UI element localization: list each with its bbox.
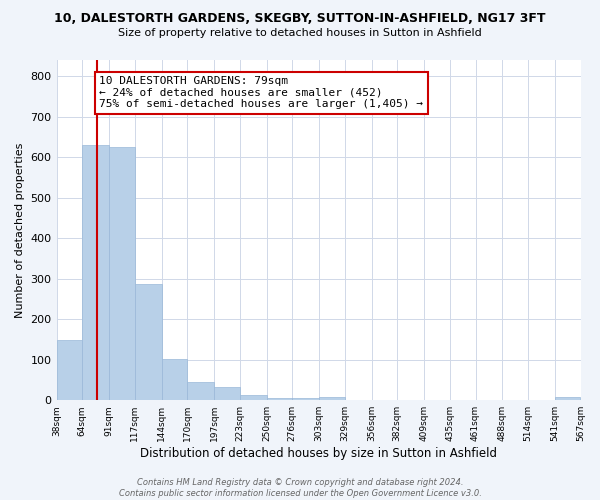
Text: Contains HM Land Registry data © Crown copyright and database right 2024.
Contai: Contains HM Land Registry data © Crown c… xyxy=(119,478,481,498)
Bar xyxy=(214,387,240,400)
Text: 10, DALESTORTH GARDENS, SKEGBY, SUTTON-IN-ASHFIELD, NG17 3FT: 10, DALESTORTH GARDENS, SKEGBY, SUTTON-I… xyxy=(54,12,546,26)
Bar xyxy=(319,398,345,400)
Bar xyxy=(266,398,292,400)
Bar xyxy=(292,398,319,400)
Bar xyxy=(187,382,214,400)
Bar xyxy=(240,394,266,400)
Text: Size of property relative to detached houses in Sutton in Ashfield: Size of property relative to detached ho… xyxy=(118,28,482,38)
Text: 10 DALESTORTH GARDENS: 79sqm
← 24% of detached houses are smaller (452)
75% of s: 10 DALESTORTH GARDENS: 79sqm ← 24% of de… xyxy=(99,76,423,110)
Bar xyxy=(161,360,187,400)
Bar xyxy=(82,145,109,400)
Bar xyxy=(56,340,82,400)
Bar xyxy=(555,398,580,400)
X-axis label: Distribution of detached houses by size in Sutton in Ashfield: Distribution of detached houses by size … xyxy=(140,447,497,460)
Bar xyxy=(109,147,135,400)
Y-axis label: Number of detached properties: Number of detached properties xyxy=(15,142,25,318)
Bar xyxy=(135,284,161,400)
